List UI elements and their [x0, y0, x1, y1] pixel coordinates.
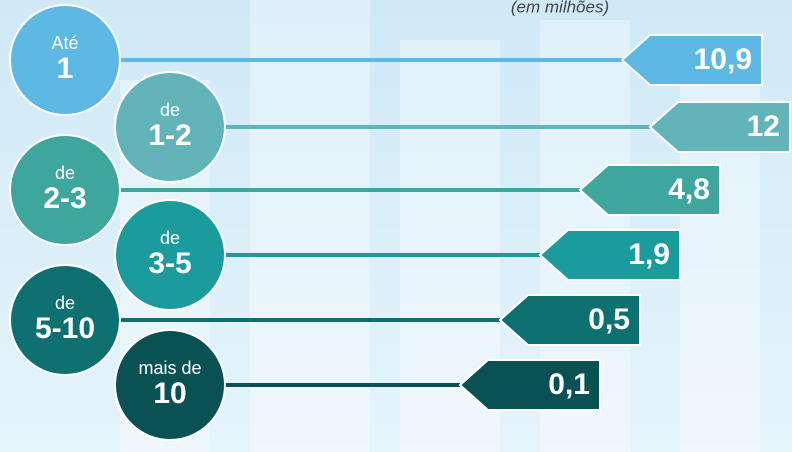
range-prefix: mais de [138, 358, 201, 378]
range-prefix: de [55, 293, 75, 313]
value-label: 4,8 [668, 173, 710, 206]
range-prefix: Até [51, 33, 78, 53]
value-label: 0,1 [548, 368, 590, 401]
range-prefix: de [160, 100, 180, 120]
range-label: 10 [153, 377, 186, 410]
range-label: 1-2 [148, 119, 191, 152]
range-label: 5-10 [35, 312, 95, 345]
range-prefix: de [160, 228, 180, 248]
subtitle: (em milhões) [511, 0, 609, 16]
range-label: 1 [57, 52, 74, 85]
infographic: (em milhões) 10,9Até112de1-24,8de2-31,9d… [0, 0, 792, 452]
value-label: 1,9 [628, 238, 670, 271]
range-label: 2-3 [43, 182, 86, 215]
value-label: 0,5 [588, 303, 630, 336]
range-label: 3-5 [148, 247, 191, 280]
value-label: 10,9 [694, 43, 752, 76]
range-prefix: de [55, 163, 75, 183]
value-label: 12 [747, 110, 780, 143]
